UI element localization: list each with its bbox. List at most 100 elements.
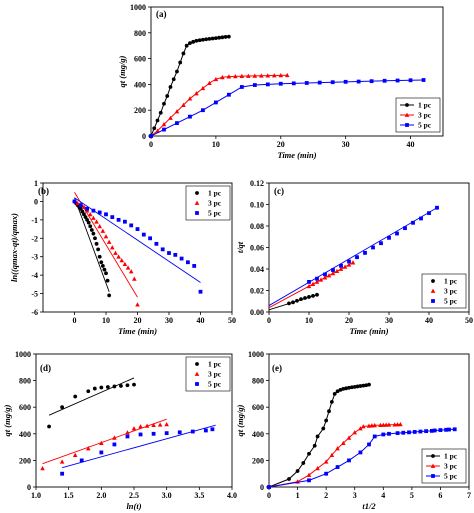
panel-a-point bbox=[246, 73, 251, 78]
panel-c-ytick-label: 0.10 bbox=[250, 201, 264, 210]
panel-a-point bbox=[162, 127, 166, 132]
panel-d-fit-line-1 bbox=[48, 377, 135, 416]
panel-c-point bbox=[395, 231, 399, 236]
panel-e-point bbox=[361, 383, 366, 388]
panel-a-point bbox=[356, 79, 361, 84]
panel-e-point bbox=[287, 477, 291, 481]
panel-d-point bbox=[210, 427, 215, 432]
panel-a-point bbox=[201, 108, 205, 113]
panel-b-xtick-label: 10 bbox=[102, 316, 110, 325]
panel-e-legend-label: 5 pc bbox=[444, 472, 458, 481]
panel-b-point bbox=[148, 236, 152, 241]
panel-d-ytick-label: 600 bbox=[19, 403, 31, 412]
panel-a-series-line-1 bbox=[150, 36, 229, 137]
panel-d-xtick-label: 1.5 bbox=[64, 491, 74, 500]
panel-b-fit-line-1 bbox=[74, 197, 110, 292]
panel-a-point bbox=[188, 41, 192, 46]
panel-a-xtick-label: 20 bbox=[277, 140, 285, 149]
panel-a-point bbox=[217, 35, 222, 40]
panel-d-legend-label: 1 pc bbox=[208, 360, 222, 369]
panel-e-frame bbox=[268, 353, 470, 488]
panel-c-point bbox=[379, 241, 383, 246]
panel-c-point bbox=[411, 220, 415, 225]
panel-c-point bbox=[323, 272, 327, 277]
panel-e-point bbox=[367, 442, 371, 447]
panel-e-legend-label: 3 pc bbox=[444, 462, 458, 471]
panel-d-point bbox=[144, 423, 150, 428]
panel-d-point bbox=[60, 405, 65, 410]
panel-d-point bbox=[60, 471, 65, 476]
panel-d-xtick-label: 2.0 bbox=[96, 491, 106, 500]
panel-e-point bbox=[324, 471, 329, 476]
panel-c-point bbox=[315, 292, 319, 297]
panel-b-ytick-label: -5 bbox=[31, 290, 38, 299]
panel-d-point bbox=[138, 432, 143, 437]
panel-e-point bbox=[301, 461, 306, 465]
panel-b-legend-label: 5 pc bbox=[208, 209, 222, 218]
panel-b-ytick-label: -1 bbox=[31, 216, 38, 225]
panel-b-xtick-label: 50 bbox=[228, 316, 236, 325]
panel-b-point bbox=[78, 203, 83, 208]
panel-a-ytick-label: 200 bbox=[134, 106, 146, 115]
panel-b-point bbox=[110, 215, 115, 219]
panel-a-point bbox=[252, 83, 257, 87]
panel-d-point bbox=[112, 384, 117, 389]
panel-b-legend-marker bbox=[194, 200, 200, 205]
panel-c-point bbox=[330, 270, 336, 276]
panel-c-point bbox=[331, 268, 335, 272]
panel-e-point bbox=[335, 465, 340, 469]
panel-b-point bbox=[89, 228, 94, 232]
panel-c-point bbox=[427, 211, 431, 215]
panel-b-point bbox=[104, 271, 108, 276]
panel-c-point bbox=[314, 279, 320, 284]
panel-d-xtick-label: 2.5 bbox=[129, 491, 139, 500]
panel-e-point bbox=[329, 399, 334, 404]
panel-c-legend-label: 5 pc bbox=[444, 297, 458, 306]
panel-a-point bbox=[213, 76, 219, 82]
panel-e-legend-label: 1 pc bbox=[444, 452, 458, 461]
panel-a-xtick-label: 10 bbox=[212, 140, 220, 149]
panel-e-xtick-label: 1 bbox=[296, 491, 300, 500]
panel-e-point bbox=[344, 386, 349, 391]
panel-c-point bbox=[291, 300, 295, 305]
panel-e-point bbox=[372, 434, 377, 439]
panel-a-legend-label: 3 pc bbox=[418, 111, 432, 120]
panel-e-point bbox=[438, 428, 443, 432]
panel-e-legend-marker bbox=[430, 463, 436, 468]
panel-e-point bbox=[306, 472, 312, 477]
panel-e-ytick-label: 1000 bbox=[248, 350, 264, 359]
panel-d-point bbox=[40, 466, 45, 471]
panel-b-point bbox=[125, 265, 131, 270]
panel-b-point bbox=[78, 206, 83, 211]
panel-c-point bbox=[387, 235, 391, 240]
panel-d-point bbox=[105, 385, 110, 389]
panel-e-point bbox=[307, 451, 311, 456]
panel-c-point bbox=[350, 260, 356, 265]
panel-d-legend-marker bbox=[195, 382, 199, 386]
panel-a-point bbox=[171, 77, 176, 82]
panel-c-legend-marker bbox=[430, 288, 436, 293]
panel-a-legend-label: 1 pc bbox=[418, 101, 432, 110]
panel-b-point bbox=[85, 206, 89, 211]
panel-b-point bbox=[132, 276, 137, 281]
panel-a-point bbox=[213, 36, 218, 40]
panel-e-point bbox=[338, 388, 343, 392]
panel-c-ytick-label: 0.00 bbox=[250, 308, 264, 317]
panel-a-point bbox=[191, 39, 196, 44]
panel-b-point bbox=[103, 234, 109, 239]
panel-e-point bbox=[401, 430, 406, 435]
panel-c-point bbox=[307, 280, 311, 284]
panel-e-point bbox=[335, 389, 340, 394]
panel-c-xtick-label: 10 bbox=[305, 316, 313, 325]
panel-a-point bbox=[343, 79, 348, 84]
panel-b-point bbox=[91, 208, 96, 213]
panel-e-label: (e) bbox=[272, 363, 282, 373]
panel-b-point bbox=[135, 227, 140, 231]
panel-a-point bbox=[252, 73, 258, 78]
panel-e-point bbox=[358, 384, 363, 388]
panel-e-point bbox=[447, 427, 451, 432]
panel-e-point bbox=[332, 392, 337, 396]
panel-b-ytick-label: 1 bbox=[34, 179, 38, 188]
panel-c-point bbox=[287, 301, 291, 306]
panel-c-point bbox=[307, 295, 311, 299]
